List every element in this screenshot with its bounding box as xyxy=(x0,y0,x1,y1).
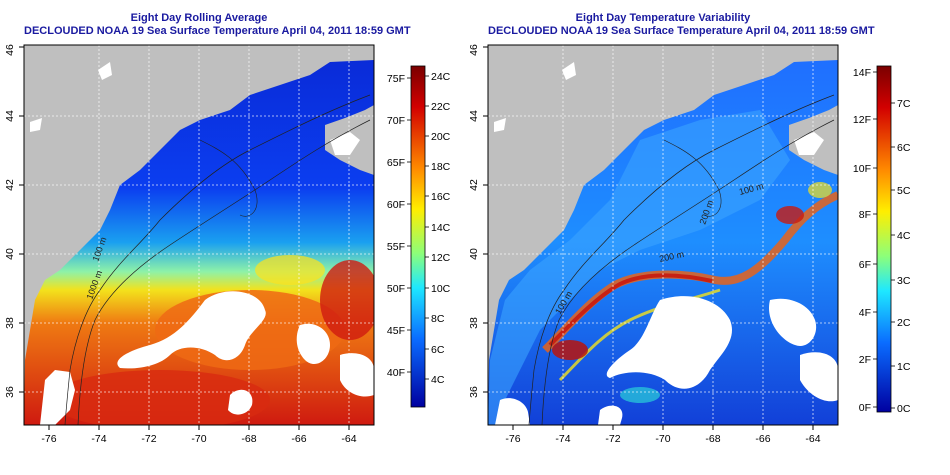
colorbar-f-label: 65F xyxy=(387,157,405,169)
x-tick-label: -68 xyxy=(241,433,256,445)
colorbar-f-label: 10F xyxy=(853,163,871,175)
x-tick-label: -72 xyxy=(141,433,156,445)
slope-water xyxy=(255,255,325,285)
right-y-axis: 36 38 40 42 44 46 xyxy=(468,44,488,398)
left-map-title: Eight Day Rolling Average xyxy=(130,12,268,24)
x-tick-label: -74 xyxy=(91,433,106,445)
isobath-contour xyxy=(64,94,371,425)
colorbar-c-label: 12C xyxy=(431,252,451,264)
colorbar-f-label: 75F xyxy=(387,73,405,85)
y-tick-label: 38 xyxy=(468,317,480,329)
colorbar-f-label: 45F xyxy=(387,325,405,337)
x-tick-label: -76 xyxy=(505,433,520,445)
colorbar-scale xyxy=(410,65,426,408)
colorbar-c-label: 5C xyxy=(897,185,911,197)
colorbar-c-label: 16C xyxy=(431,191,451,203)
colorbar-f-label: 60F xyxy=(387,199,405,211)
colorbar-c-label: 4C xyxy=(897,230,911,242)
y-tick-label: 46 xyxy=(468,44,480,56)
x-tick-label: -70 xyxy=(655,433,670,445)
no-data-region xyxy=(606,296,732,389)
colorbar-c-label: 3C xyxy=(897,275,911,287)
x-tick-label: -74 xyxy=(555,433,570,445)
y-tick-label: 46 xyxy=(4,44,16,56)
colorbar-c-label: 2C xyxy=(897,317,911,329)
lat-lon-grid xyxy=(24,45,374,425)
colorbar-f-label: 8F xyxy=(859,209,871,221)
x-tick-label: -66 xyxy=(755,433,770,445)
x-tick-label: -66 xyxy=(291,433,306,445)
left-x-axis: -76 -74 -72 -70 -68 -66 -64 xyxy=(41,425,357,445)
colorbar-f-label: 4F xyxy=(859,307,871,319)
colorbar-c-label: 6C xyxy=(897,142,911,154)
colorbar-f-label: 70F xyxy=(387,115,405,127)
colorbar-f-label: 6F xyxy=(859,259,871,271)
colorbar-f-label: 0F xyxy=(859,402,871,414)
colorbar-f-label: 12F xyxy=(853,114,871,126)
colorbar-c-label: 6C xyxy=(431,344,445,356)
x-tick-label: -64 xyxy=(805,433,820,445)
colorbar-c-label: 20C xyxy=(431,131,451,143)
colorbar-f-label: 50F xyxy=(387,283,405,295)
colorbar-c-label: 18C xyxy=(431,161,451,173)
colorbar-c-label: 8C xyxy=(431,313,445,325)
right-map-title: Eight Day Temperature Variability xyxy=(575,12,751,24)
colorbar-scale xyxy=(876,65,892,413)
y-tick-label: 44 xyxy=(468,110,480,122)
colorbar-c-label: 14C xyxy=(431,222,451,234)
right-colorbar: 14F 12F 10F 8F 6F 4F 2F 0F 7C 6C 5C 4C 3… xyxy=(853,65,911,415)
lat-lon-grid xyxy=(488,45,838,425)
y-tick-label: 42 xyxy=(4,179,16,191)
colorbar-c-label: 10C xyxy=(431,283,451,295)
y-tick-label: 36 xyxy=(4,386,16,398)
colorbar-f-label: 2F xyxy=(859,354,871,366)
warm-core xyxy=(50,370,270,425)
warm-ring xyxy=(320,260,374,340)
colorbar-c-label: 7C xyxy=(897,98,911,110)
x-tick-label: -76 xyxy=(41,433,56,445)
y-tick-label: 42 xyxy=(468,179,480,191)
colorbar-c-label: 0C xyxy=(897,403,911,415)
colorbar-f-label: 55F xyxy=(387,241,405,253)
y-tick-label: 36 xyxy=(468,386,480,398)
colorbar-c-label: 4C xyxy=(431,374,445,386)
no-data-region xyxy=(117,291,266,369)
colorbar-c-label: 24C xyxy=(431,71,451,83)
colorbar-f-label: 14F xyxy=(853,67,871,79)
left-colorbar: 75F 70F 65F 60F 55F 50F 45F 40F 24C 22C … xyxy=(387,65,451,408)
left-map-panel: 1000 m xyxy=(24,45,374,425)
left-map-subtitle: DECLOUDED NOAA 19 Sea Surface Temperatur… xyxy=(24,25,411,37)
left-y-axis: 36 38 40 42 44 46 xyxy=(4,44,24,398)
isobath-contour xyxy=(528,94,835,425)
colorbar-f-label: 40F xyxy=(387,367,405,379)
right-x-axis: -76 -74 -72 -70 -68 -66 -64 xyxy=(505,425,821,445)
x-tick-label: -68 xyxy=(705,433,720,445)
right-map-subtitle: DECLOUDED NOAA 19 Sea Surface Temperatur… xyxy=(488,25,875,37)
y-tick-label: 40 xyxy=(468,248,480,260)
y-tick-label: 40 xyxy=(4,248,16,260)
right-map-panel: 200 m 100 m 100 m 200 m xyxy=(488,45,838,425)
colorbar-c-label: 22C xyxy=(431,101,451,113)
x-tick-label: -64 xyxy=(341,433,356,445)
y-tick-label: 38 xyxy=(4,317,16,329)
x-tick-label: -72 xyxy=(605,433,620,445)
y-tick-label: 44 xyxy=(4,110,16,122)
x-tick-label: -70 xyxy=(191,433,206,445)
colorbar-c-label: 1C xyxy=(897,361,911,373)
